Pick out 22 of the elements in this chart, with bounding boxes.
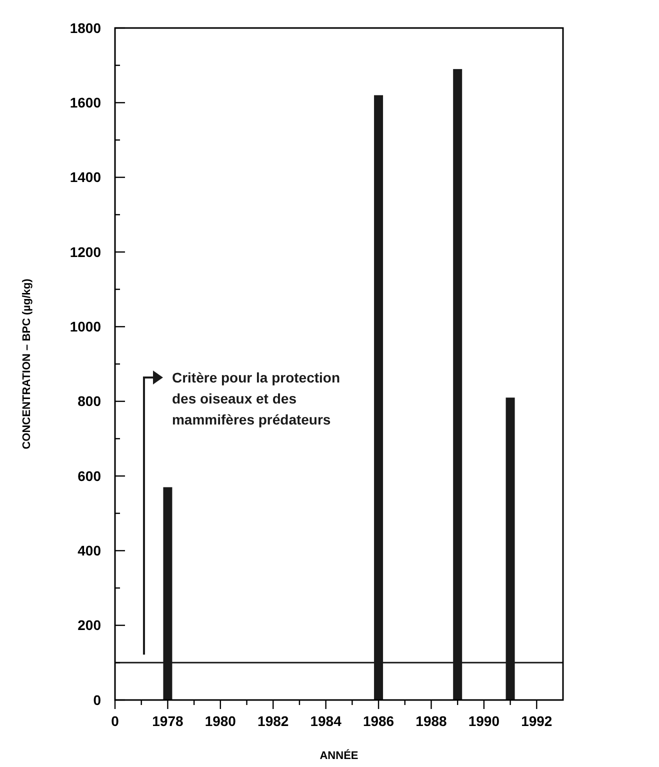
x-tick-label: 1980	[204, 713, 236, 729]
y-axis-title: CONCENTRATION – BPC (µg/kg)	[21, 278, 33, 450]
y-tick-label: 1400	[70, 169, 102, 186]
x-tick-label: 0	[111, 713, 120, 729]
y-tick-label: 200	[78, 617, 102, 634]
y-tick-label: 800	[78, 393, 102, 410]
y-tick-label: 0	[93, 692, 102, 708]
x-tick-label: 1990	[468, 713, 500, 729]
x-axis-title: ANNÉE	[320, 749, 358, 762]
y-tick-label: 1800	[70, 20, 102, 36]
x-tick-label: 1986	[362, 713, 394, 729]
x-tick-label: 1992	[521, 713, 552, 729]
x-tick-label: 1978	[152, 713, 184, 729]
y-tick-label: 1600	[70, 94, 102, 111]
y-tick-label: 400	[78, 542, 102, 559]
y-tick-label: 600	[78, 468, 102, 484]
x-tick-label: 1982	[258, 713, 289, 729]
x-tick-label: 1988	[416, 713, 448, 729]
x-tick-label: 1984	[310, 713, 342, 729]
y-tick-label: 1000	[70, 318, 102, 335]
legend-label: Critère pour la protection des oiseaux et des mammifères prédateurs	[172, 369, 340, 428]
y-tick-label: 1200	[70, 244, 102, 260]
